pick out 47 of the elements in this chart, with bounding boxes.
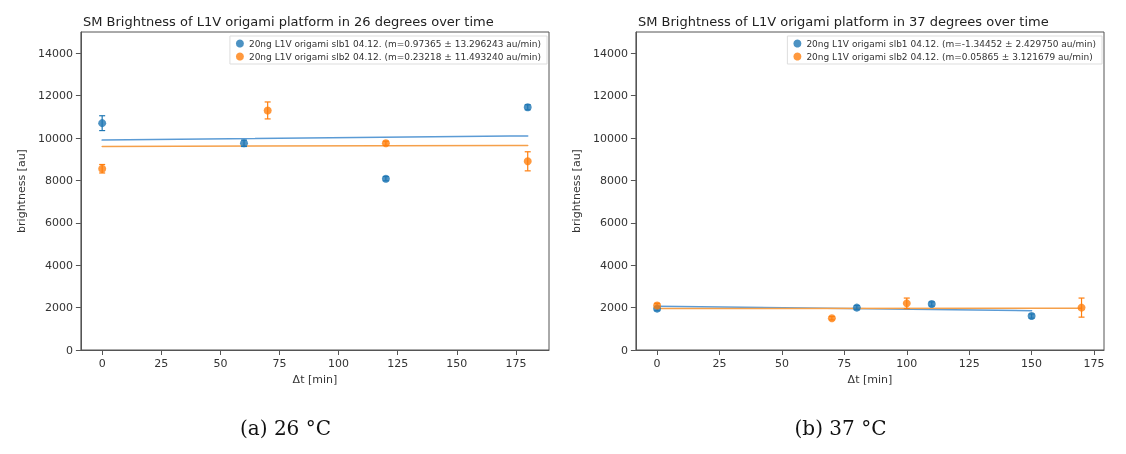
y-tick-label: 10000 [37, 131, 73, 145]
point [263, 106, 272, 115]
x-tick-label: 25 [154, 357, 169, 370]
point [523, 157, 532, 166]
y-tick-label: 12000 [592, 89, 628, 103]
y-tick-label: 14000 [37, 46, 73, 60]
y-tick-label: 2000 [44, 301, 73, 315]
x-tick-label: 100 [328, 357, 350, 370]
y-tick-label: 6000 [44, 216, 73, 230]
y-tick-label: 14000 [592, 46, 628, 60]
chart-title: SM Brightness of L1V origami platform in 37 degrees over time [638, 14, 1049, 29]
x-axis-title: Δt [min] [847, 372, 893, 386]
y-tick-label: 4000 [599, 258, 628, 272]
x-tick-label: 175 [1083, 357, 1105, 370]
x-tick-label: 0 [653, 357, 661, 370]
x-tick-label: 175 [505, 357, 527, 370]
x-tick-label: 50 [213, 357, 228, 370]
x-tick-label: 75 [837, 357, 852, 370]
chart-title: SM Brightness of L1V origami platform in 26 degrees over time [83, 14, 494, 29]
y-tick-label: 2000 [599, 301, 628, 315]
y-tick-label: 0 [620, 343, 628, 357]
text: (b) 37 °C [794, 416, 887, 440]
x-axis-title: Δt [min] [292, 372, 338, 386]
x-tick-label: 125 [958, 357, 980, 370]
y-tick-label: 0 [65, 343, 73, 357]
y-tick-label: 8000 [599, 173, 628, 187]
x-tick-label: 75 [272, 357, 287, 370]
x-tick-label: 125 [387, 357, 409, 370]
y-tick-label: 10000 [592, 131, 628, 145]
legend-label: 20ng L1V origami slb1 04.12. (m=0.97365 ± 13.296243 au/min) [248, 38, 541, 49]
y-axis-title: brightness [au] [570, 149, 583, 233]
x-tick-label: 150 [446, 357, 468, 370]
y-tick-label: 6000 [599, 216, 628, 230]
legend-label: 20ng L1V origami slb2 04.12. (m=0.05865 ± 3.121679 au/min) [806, 51, 1093, 62]
text: (a) 26 °C [240, 416, 331, 440]
point [98, 119, 107, 128]
y-axis-title: brightness [au] [15, 149, 28, 233]
x-tick-label: 100 [896, 357, 918, 370]
x-tick-label: 150 [1021, 357, 1043, 370]
x-tick-label: 0 [98, 357, 106, 370]
legend-label: 20ng L1V origami slb2 04.12. (m=0.23218 ± 11.493240 au/min) [248, 51, 541, 62]
legend-label: 20ng L1V origami slb1 04.12. (m=-1.34452 ± 2.429750 au/min) [806, 38, 1097, 49]
y-tick-label: 4000 [44, 258, 73, 272]
x-tick-label: 25 [712, 357, 727, 370]
x-tick-label: 50 [774, 357, 789, 370]
y-tick-label: 12000 [37, 89, 73, 103]
y-tick-label: 8000 [44, 173, 73, 187]
